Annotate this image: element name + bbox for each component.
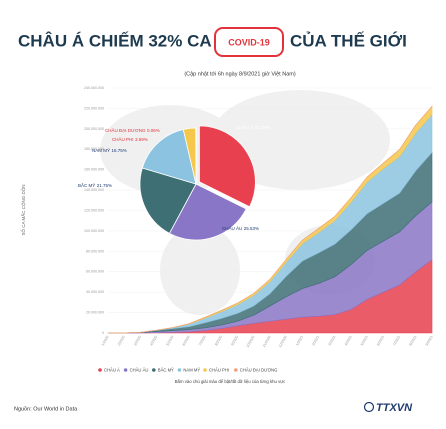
y-tick-label: 80.000.000 — [86, 249, 104, 253]
pie-label: CHÂU PHI 3.59% — [112, 136, 148, 142]
legend-item[interactable]: CHÂU Á — [98, 368, 120, 373]
legend-swatch — [98, 368, 102, 372]
y-tick-label: 60.000.000 — [86, 270, 104, 274]
pie-category: CHÂU Á — [236, 124, 253, 130]
x-tick-label: 6/2021 — [376, 335, 385, 347]
pie-label: BẮC MỸ 21.75% — [78, 181, 112, 188]
x-tick-label: 2/2021 — [311, 335, 320, 347]
area — [107, 105, 433, 334]
x-tick-label: 12/2020 — [278, 335, 288, 348]
x-tick-label: 6/2020 — [182, 335, 191, 347]
x-tick-label: 5/2020 — [166, 335, 175, 347]
pie-category: CHÂU ĐẠI DƯƠNG — [105, 127, 146, 133]
y-tick-label: 120.000.000 — [84, 208, 104, 212]
y-tick-label: 20.000.000 — [86, 311, 104, 315]
y-tick-label: 180.000.000 — [84, 147, 104, 151]
x-tick-label: 7/2020 — [198, 335, 207, 347]
pie-label: NAM MỸ 16.75% — [92, 147, 127, 153]
legend-label: CHÂU ÂU — [130, 368, 149, 373]
y-tick-label: 240.000.000 — [84, 86, 104, 90]
legend-swatch — [203, 368, 207, 372]
pie-category: CHÂU ÂU — [222, 225, 242, 231]
logo: TTXVN — [376, 402, 413, 414]
legend-swatch — [123, 368, 128, 372]
x-tick-label: 4/2020 — [149, 335, 158, 347]
x-tick-label: 3/2021 — [328, 335, 337, 347]
pie-category: BẮC MỸ — [78, 181, 95, 188]
pie-slice — [139, 167, 197, 234]
legend-swatch — [234, 368, 238, 372]
pie-slice — [141, 128, 197, 185]
legend-label: CHÂU ĐẠI DƯƠNG — [240, 368, 278, 373]
pie-value: 21.75% — [97, 183, 112, 188]
pie-label: CHÂU Á 32.33% — [236, 124, 270, 130]
y-tick-label: 200.000.000 — [84, 127, 104, 131]
x-tick-label: 7/2021 — [392, 335, 401, 347]
note: Bấm vào chú giải màu để bật/tắt dữ liệu … — [175, 379, 286, 384]
covid-badge — [214, 27, 284, 57]
title-part: CỦA THẾ GIỚI — [290, 31, 407, 50]
x-tick-label: 8/2021 — [409, 335, 418, 347]
pie-value: 32.33% — [255, 125, 270, 130]
y-tick-label: 140.000.000 — [84, 188, 104, 192]
y-tick-label: 160.000.000 — [84, 168, 104, 172]
legend-label: NAM MỸ — [183, 368, 200, 373]
subtitle: (Cập nhật tới 6h ngày 8/9/2021 giờ Việt … — [184, 71, 296, 77]
x-tick-label: 3/2020 — [133, 335, 142, 347]
pie-value: 3.59% — [135, 137, 148, 142]
x-tick-label: 4/2021 — [344, 335, 353, 347]
y-tick-label: 100.000.000 — [84, 229, 104, 233]
legend-item[interactable]: CHÂU PHI — [203, 368, 229, 373]
legend-swatch — [177, 368, 182, 372]
title-part: COVID-19 — [228, 37, 270, 47]
pie-value: 16.75% — [112, 148, 127, 153]
x-tick-label: 9/2020 — [230, 335, 239, 347]
y-tick-label: 0 — [102, 331, 104, 335]
y-axis-label: SỐ CA MẮC CỘNG DỒN — [19, 184, 26, 235]
x-tick-label: 1/2020 — [101, 335, 110, 347]
logo-icon — [363, 401, 375, 413]
legend-label: CHÂU PHI — [209, 368, 229, 373]
x-tick-label: 10/2020 — [246, 335, 256, 348]
legend-label: CHÂU Á — [104, 368, 120, 373]
legend-label: BẮC MỸ — [158, 368, 174, 373]
x-tick-label: 8/2020 — [214, 335, 223, 347]
pie-category: CHÂU PHI — [112, 136, 134, 142]
x-tick-label: 1/2021 — [295, 335, 304, 347]
legend-swatch — [152, 368, 156, 372]
x-tick-label: 9/2021 — [425, 335, 434, 347]
legend-item[interactable]: BẮC MỸ — [152, 368, 174, 373]
x-tick-label: 11/2020 — [262, 335, 272, 348]
pie-label: CHÂU ĐẠI DƯƠNG 0.06% — [105, 127, 160, 133]
x-tick-label: 2/2020 — [117, 335, 126, 347]
pie-value: 0.06% — [147, 128, 160, 133]
pie-label: CHÂU ÂU 25.53% — [222, 225, 259, 231]
y-tick-label: 40.000.000 — [86, 290, 104, 294]
legend-item[interactable]: NAM MỸ — [177, 368, 201, 373]
legend-item[interactable]: CHÂU ÂU — [123, 368, 149, 373]
y-tick-label: 220.000.000 — [84, 106, 104, 110]
pie-slice — [198, 125, 256, 208]
pie-value: 25.53% — [244, 226, 259, 231]
source: Nguồn: Our World in Data — [14, 406, 78, 412]
pie-category: NAM MỸ — [92, 147, 110, 153]
legend-item[interactable]: CHÂU ĐẠI DƯƠNG — [234, 368, 277, 373]
title-part: CHÂU Á CHIẾM 32% CA — [18, 31, 212, 50]
x-tick-label: 5/2021 — [360, 335, 369, 347]
